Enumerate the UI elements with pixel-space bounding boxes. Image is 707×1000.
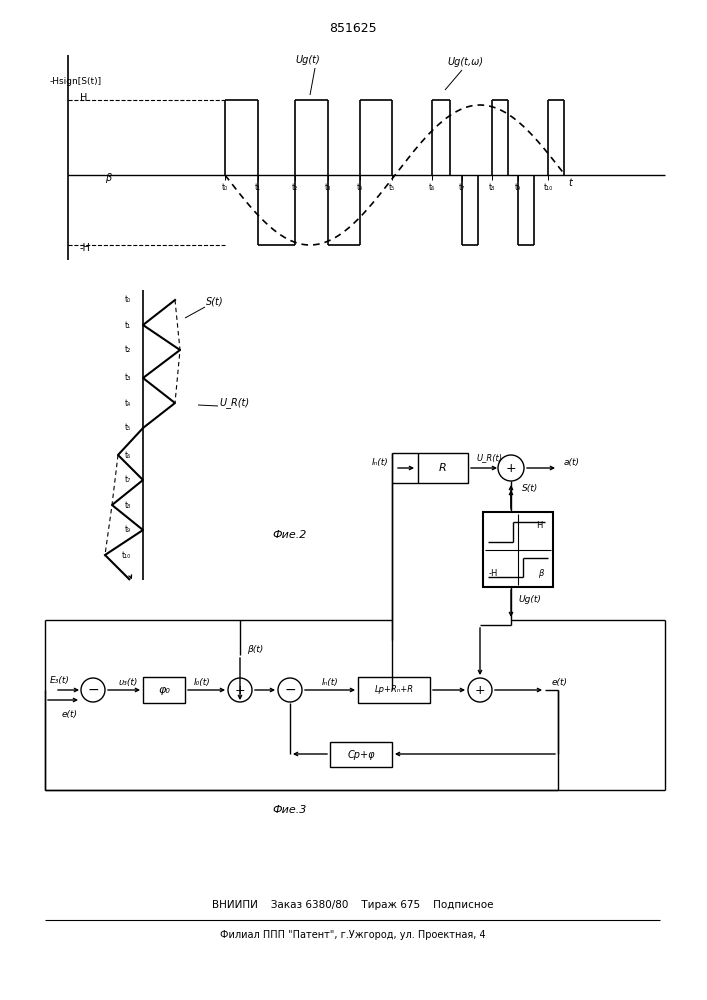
Text: β(t): β(t) <box>247 646 263 654</box>
Text: t₃: t₃ <box>124 373 131 382</box>
Text: S(t): S(t) <box>522 484 538 492</box>
Text: -Hsign[S(t)]: -Hsign[S(t)] <box>50 78 102 87</box>
Text: t₁₀: t₁₀ <box>544 182 553 192</box>
Text: -H: -H <box>80 243 91 253</box>
Text: Ug(t,ω): Ug(t,ω) <box>447 57 483 67</box>
Bar <box>143 677 185 703</box>
Text: β: β <box>538 568 544 578</box>
Text: t₅: t₅ <box>389 182 395 192</box>
Text: t₅: t₅ <box>124 424 131 432</box>
Text: E₃(t): E₃(t) <box>50 676 70 684</box>
Text: R: R <box>439 463 447 473</box>
Bar <box>330 742 392 767</box>
Text: I₀(t): I₀(t) <box>194 678 211 686</box>
Text: −: − <box>284 683 296 697</box>
Text: Cp+φ: Cp+φ <box>347 750 375 760</box>
Text: t₁: t₁ <box>125 320 131 330</box>
Text: +: + <box>506 462 516 475</box>
Text: υ₃(t): υ₃(t) <box>118 678 138 686</box>
Text: t₈: t₈ <box>124 500 131 510</box>
Text: t₂: t₂ <box>124 346 131 355</box>
Text: t: t <box>568 178 572 188</box>
Text: Iₙ(t): Iₙ(t) <box>371 458 388 468</box>
Text: Iₙ(t): Iₙ(t) <box>322 678 339 686</box>
Text: Фие.3: Фие.3 <box>273 805 307 815</box>
Text: U_R(t): U_R(t) <box>220 398 250 408</box>
Text: t₄: t₄ <box>125 398 131 408</box>
Text: t₉: t₉ <box>125 526 131 534</box>
Text: t₂: t₂ <box>292 182 298 192</box>
Text: H: H <box>80 93 88 103</box>
Bar <box>483 512 553 587</box>
Text: U_R(t): U_R(t) <box>477 454 503 462</box>
Text: t₆: t₆ <box>124 450 131 460</box>
Text: t₀: t₀ <box>124 296 131 304</box>
Text: t₄: t₄ <box>357 182 363 192</box>
Text: Ug(t): Ug(t) <box>296 55 320 65</box>
Text: +: + <box>235 684 245 696</box>
Text: t₀: t₀ <box>222 182 228 192</box>
Text: -H: -H <box>489 568 498 578</box>
Text: ВНИИПИ    Заказ 6380/80    Тираж 675    Подписное: ВНИИПИ Заказ 6380/80 Тираж 675 Подписное <box>212 900 493 910</box>
Text: t₁₀: t₁₀ <box>122 550 131 560</box>
Text: t₁: t₁ <box>255 182 261 192</box>
Text: +: + <box>474 684 485 696</box>
Text: Фие.2: Фие.2 <box>273 530 307 540</box>
Text: −: − <box>87 683 99 697</box>
Text: 851625: 851625 <box>329 21 377 34</box>
Text: e(t): e(t) <box>62 710 78 718</box>
Text: H: H <box>536 522 542 530</box>
Text: Филиал ППП "Патент", г.Ужгород, ул. Проектная, 4: Филиал ППП "Патент", г.Ужгород, ул. Прое… <box>220 930 486 940</box>
Text: t₇: t₇ <box>125 476 131 485</box>
Text: e(t): e(t) <box>552 678 568 686</box>
Text: φ₀: φ₀ <box>158 685 170 695</box>
Text: t₃: t₃ <box>325 182 331 192</box>
Text: S(t): S(t) <box>206 297 224 307</box>
Bar <box>418 453 468 483</box>
Text: Ug(t): Ug(t) <box>518 595 542 604</box>
Text: Lp+Rₙ+R: Lp+Rₙ+R <box>375 686 414 694</box>
Text: t₇: t₇ <box>459 182 465 192</box>
Bar <box>358 677 430 703</box>
Text: a(t): a(t) <box>564 458 580 466</box>
Text: t₆: t₆ <box>429 182 435 192</box>
Text: t₉: t₉ <box>515 182 521 192</box>
Text: β: β <box>105 173 111 183</box>
Text: t₈: t₈ <box>489 182 495 192</box>
